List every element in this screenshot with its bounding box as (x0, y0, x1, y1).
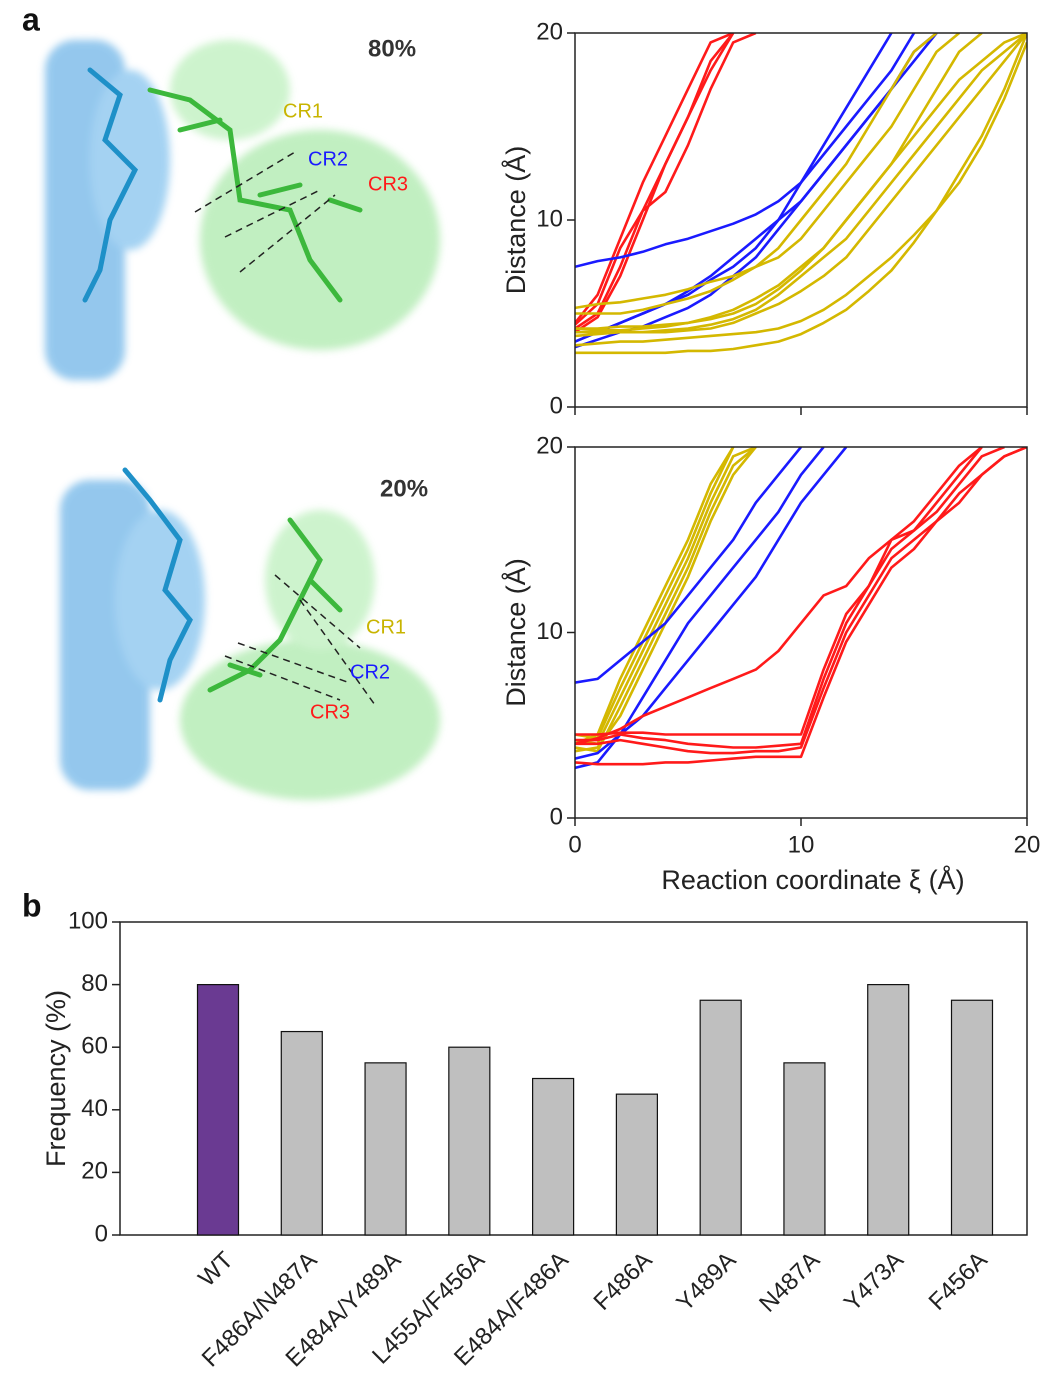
trajectory-line (575, 447, 1027, 755)
y-tick-label: 100 (68, 907, 108, 934)
bar (280, 1030, 323, 1236)
x-axis-label: Reaction coordinate ξ (Å) (661, 864, 964, 895)
region-label: CR2 (308, 148, 348, 170)
trajectory-line (575, 33, 938, 315)
y-tick-label: 20 (536, 18, 563, 45)
bar (448, 1046, 491, 1236)
y-tick-label: 10 (536, 205, 563, 232)
y-axis-label: Distance (Å) (500, 146, 531, 295)
y-tick-label: 80 (81, 970, 108, 997)
plot-lines (575, 447, 1027, 770)
y-tick-label: 20 (536, 432, 563, 459)
percent-label: 80% (368, 35, 416, 62)
trajectory-line (575, 447, 735, 746)
panel-label: b (22, 887, 42, 923)
y-tick-label: 0 (550, 392, 563, 419)
trajectory-line (575, 447, 983, 736)
trajectory-line (575, 33, 757, 326)
trajectory-line (575, 447, 983, 746)
bar (364, 1062, 407, 1236)
x-tick-label: F486A (589, 1247, 658, 1316)
structure-image (45, 40, 440, 380)
x-tick-label: WT (193, 1246, 239, 1292)
trajectory-line (575, 33, 916, 269)
bar (783, 1062, 826, 1236)
trajectory-line (575, 33, 735, 330)
bar (699, 999, 742, 1236)
trajectory-line (575, 33, 1027, 338)
y-tick-label: 10 (536, 618, 563, 645)
bar (867, 983, 910, 1236)
plot-lines (575, 33, 1027, 355)
y-axis-label: Frequency (%) (41, 990, 71, 1167)
bar (615, 1093, 658, 1236)
trajectory-line (575, 33, 734, 324)
trajectory-line (575, 33, 938, 343)
y-tick-label: 60 (81, 1033, 108, 1060)
trajectory-line (575, 33, 961, 310)
bar (950, 999, 994, 1236)
x-tick-label: 20 (1014, 831, 1041, 858)
x-tick-label: Y473A (839, 1247, 909, 1317)
region-label: CR3 (310, 701, 350, 723)
trajectory-line (575, 33, 735, 334)
x-tick-label: N487A (754, 1247, 825, 1318)
region-label: CR1 (366, 616, 406, 638)
x-tick-label: Y489A (671, 1247, 741, 1317)
y-tick-label: 0 (95, 1220, 108, 1247)
y-tick-label: 40 (81, 1095, 108, 1122)
trajectory-line (575, 447, 1027, 766)
y-tick-label: 20 (81, 1158, 108, 1185)
panel-label: a (22, 1, 40, 37)
region-label: CR1 (283, 100, 323, 122)
trajectory-line (575, 447, 1005, 749)
region-label: CR3 (368, 173, 408, 195)
y-axis-label: Distance (Å) (500, 558, 531, 707)
trajectory-line (575, 41, 1027, 347)
x-tick-label: F456A (924, 1247, 993, 1316)
trajectory-line (575, 447, 757, 746)
y-tick-label: 0 (550, 803, 563, 830)
trajectory-line (575, 33, 983, 330)
bar (532, 1077, 575, 1236)
trajectory-line (575, 33, 1027, 332)
region-label: CR2 (350, 661, 390, 683)
structure-image (60, 467, 440, 800)
trajectory-line (575, 33, 1027, 355)
trajectory-line (575, 447, 735, 740)
bar (196, 983, 240, 1236)
x-tick-label: 10 (788, 831, 815, 858)
x-tick-label: 0 (568, 831, 581, 858)
percent-label: 20% (380, 475, 428, 502)
trajectory-line (575, 447, 803, 684)
